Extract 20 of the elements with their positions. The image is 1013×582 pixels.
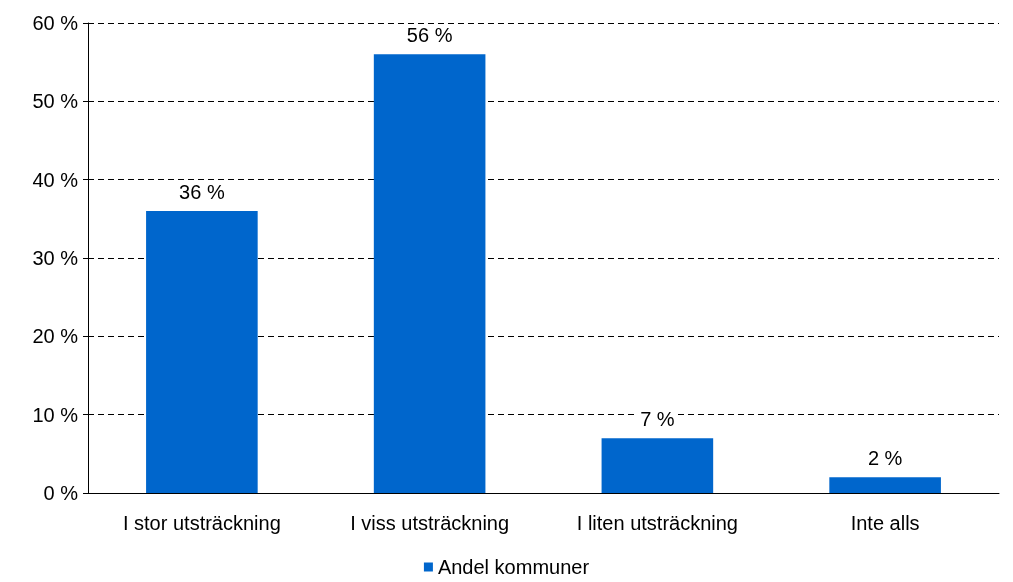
text: 36 % [179, 181, 225, 203]
text: 56 % [406, 24, 453, 47]
text: 7 % [640, 408, 675, 431]
bar [829, 477, 941, 493]
x-tick-label: I liten utsträckning [576, 512, 738, 534]
x-tick-label: I viss utsträckning [350, 512, 510, 534]
y-tick-label: 60 % [32, 12, 79, 34]
bar [373, 54, 486, 493]
y-tick-label: 20 % [32, 325, 79, 348]
y-tick-label: 0 % [43, 482, 79, 504]
y-tick-label: 10 % [32, 403, 79, 426]
y-tick-label: 50 % [32, 90, 79, 113]
x-tick-label: I stor utsträckning [122, 512, 281, 534]
bar [601, 438, 714, 493]
y-tick-label: 30 % [32, 247, 79, 269]
x-tick-label: Inte alls [850, 512, 920, 534]
legend-label: Andel kommuner [437, 556, 590, 578]
bar [146, 211, 258, 493]
y-tick-label: 40 % [32, 168, 79, 191]
text: 2 % [867, 447, 903, 470]
